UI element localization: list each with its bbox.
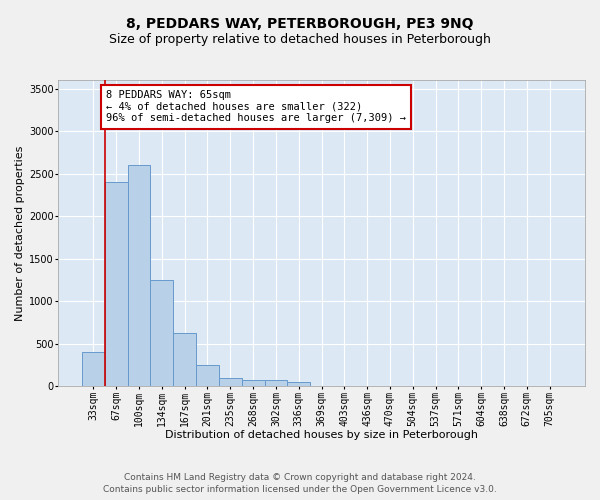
Bar xyxy=(128,165,151,386)
Y-axis label: Number of detached properties: Number of detached properties xyxy=(15,146,25,321)
Bar xyxy=(173,333,196,386)
Bar xyxy=(265,380,287,386)
X-axis label: Distribution of detached houses by size in Peterborough: Distribution of detached houses by size … xyxy=(165,430,478,440)
Bar xyxy=(105,182,128,386)
Text: Contains public sector information licensed under the Open Government Licence v3: Contains public sector information licen… xyxy=(103,485,497,494)
Text: Size of property relative to detached houses in Peterborough: Size of property relative to detached ho… xyxy=(109,32,491,46)
Text: 8 PEDDARS WAY: 65sqm
← 4% of detached houses are smaller (322)
96% of semi-detac: 8 PEDDARS WAY: 65sqm ← 4% of detached ho… xyxy=(106,90,406,124)
Text: 8, PEDDARS WAY, PETERBOROUGH, PE3 9NQ: 8, PEDDARS WAY, PETERBOROUGH, PE3 9NQ xyxy=(126,18,474,32)
Bar xyxy=(151,280,173,386)
Text: Contains HM Land Registry data © Crown copyright and database right 2024.: Contains HM Land Registry data © Crown c… xyxy=(124,472,476,482)
Bar xyxy=(219,378,242,386)
Bar xyxy=(287,382,310,386)
Bar xyxy=(82,352,105,386)
Bar xyxy=(196,365,219,386)
Bar xyxy=(242,380,265,386)
